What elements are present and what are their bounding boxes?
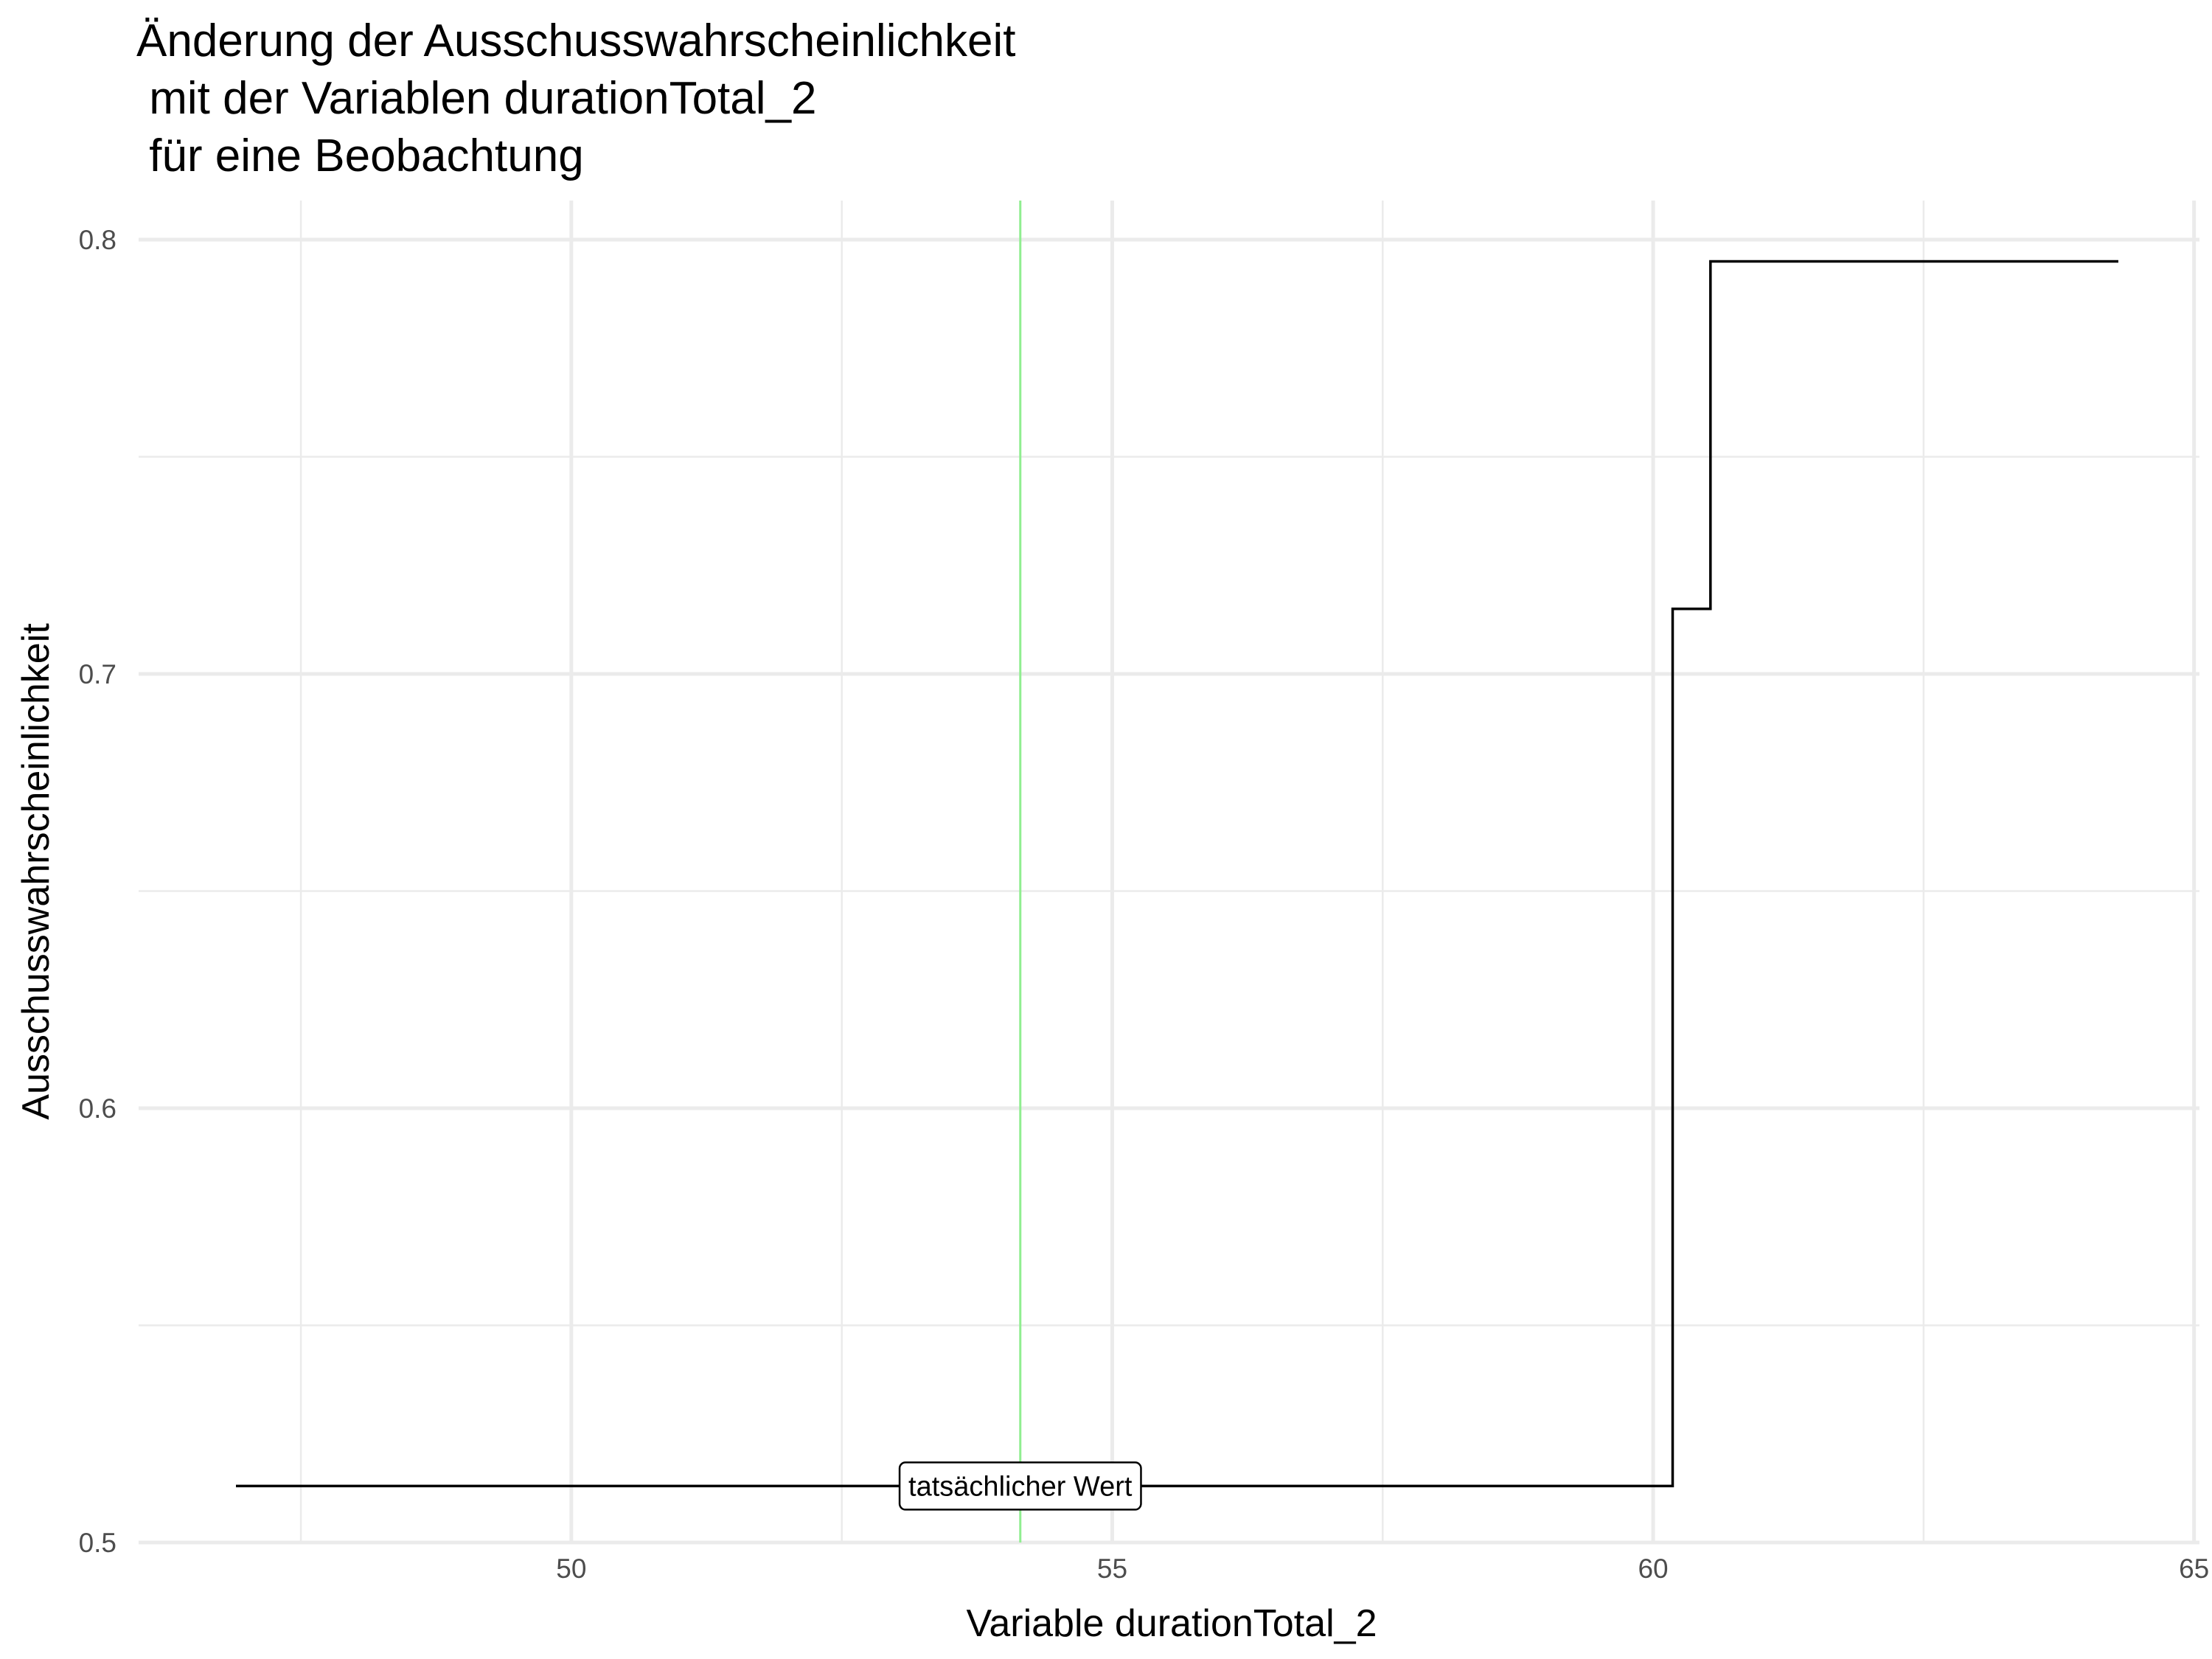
title-line-1: Änderung der Ausschusswahrscheinlichkeit: [136, 15, 1015, 66]
reference-label-text: tatsächlicher Wert: [908, 1471, 1133, 1502]
x-tick-label-2: 60: [1638, 1554, 1668, 1584]
x-tick-label-1: 55: [1097, 1554, 1127, 1584]
minor-gridlines: [139, 201, 2199, 1543]
x-tick-label-3: 65: [2179, 1554, 2209, 1584]
x-tick-label-0: 50: [556, 1554, 586, 1584]
y-tick-label-0: 0.5: [79, 1528, 116, 1558]
reference-label-box: [898, 1461, 1142, 1511]
series-step-line: [236, 260, 2118, 1488]
reference-label: tatsächlicher Wert: [898, 1461, 1142, 1511]
y-tick-label-1: 0.6: [79, 1093, 116, 1124]
y-axis-ticks: 0.5 0.6 0.7 0.8: [79, 225, 116, 1558]
y-axis-title: Ausschusswahrscheinlichkeit: [15, 623, 58, 1120]
chart-title: Änderung der Ausschusswahrscheinlichkeit…: [136, 15, 1015, 181]
major-gridlines: [139, 201, 2199, 1545]
x-axis-title: Variable durationTotal_2: [967, 1602, 1377, 1645]
title-line-2: mit der Variablen durationTotal_2: [136, 73, 817, 124]
x-axis-ticks: 50 55 60 65: [556, 1554, 2209, 1584]
y-tick-label-2: 0.7: [79, 659, 116, 689]
y-tick-label-3: 0.8: [79, 225, 116, 255]
title-line-3: für eine Beobachtung: [136, 131, 584, 181]
